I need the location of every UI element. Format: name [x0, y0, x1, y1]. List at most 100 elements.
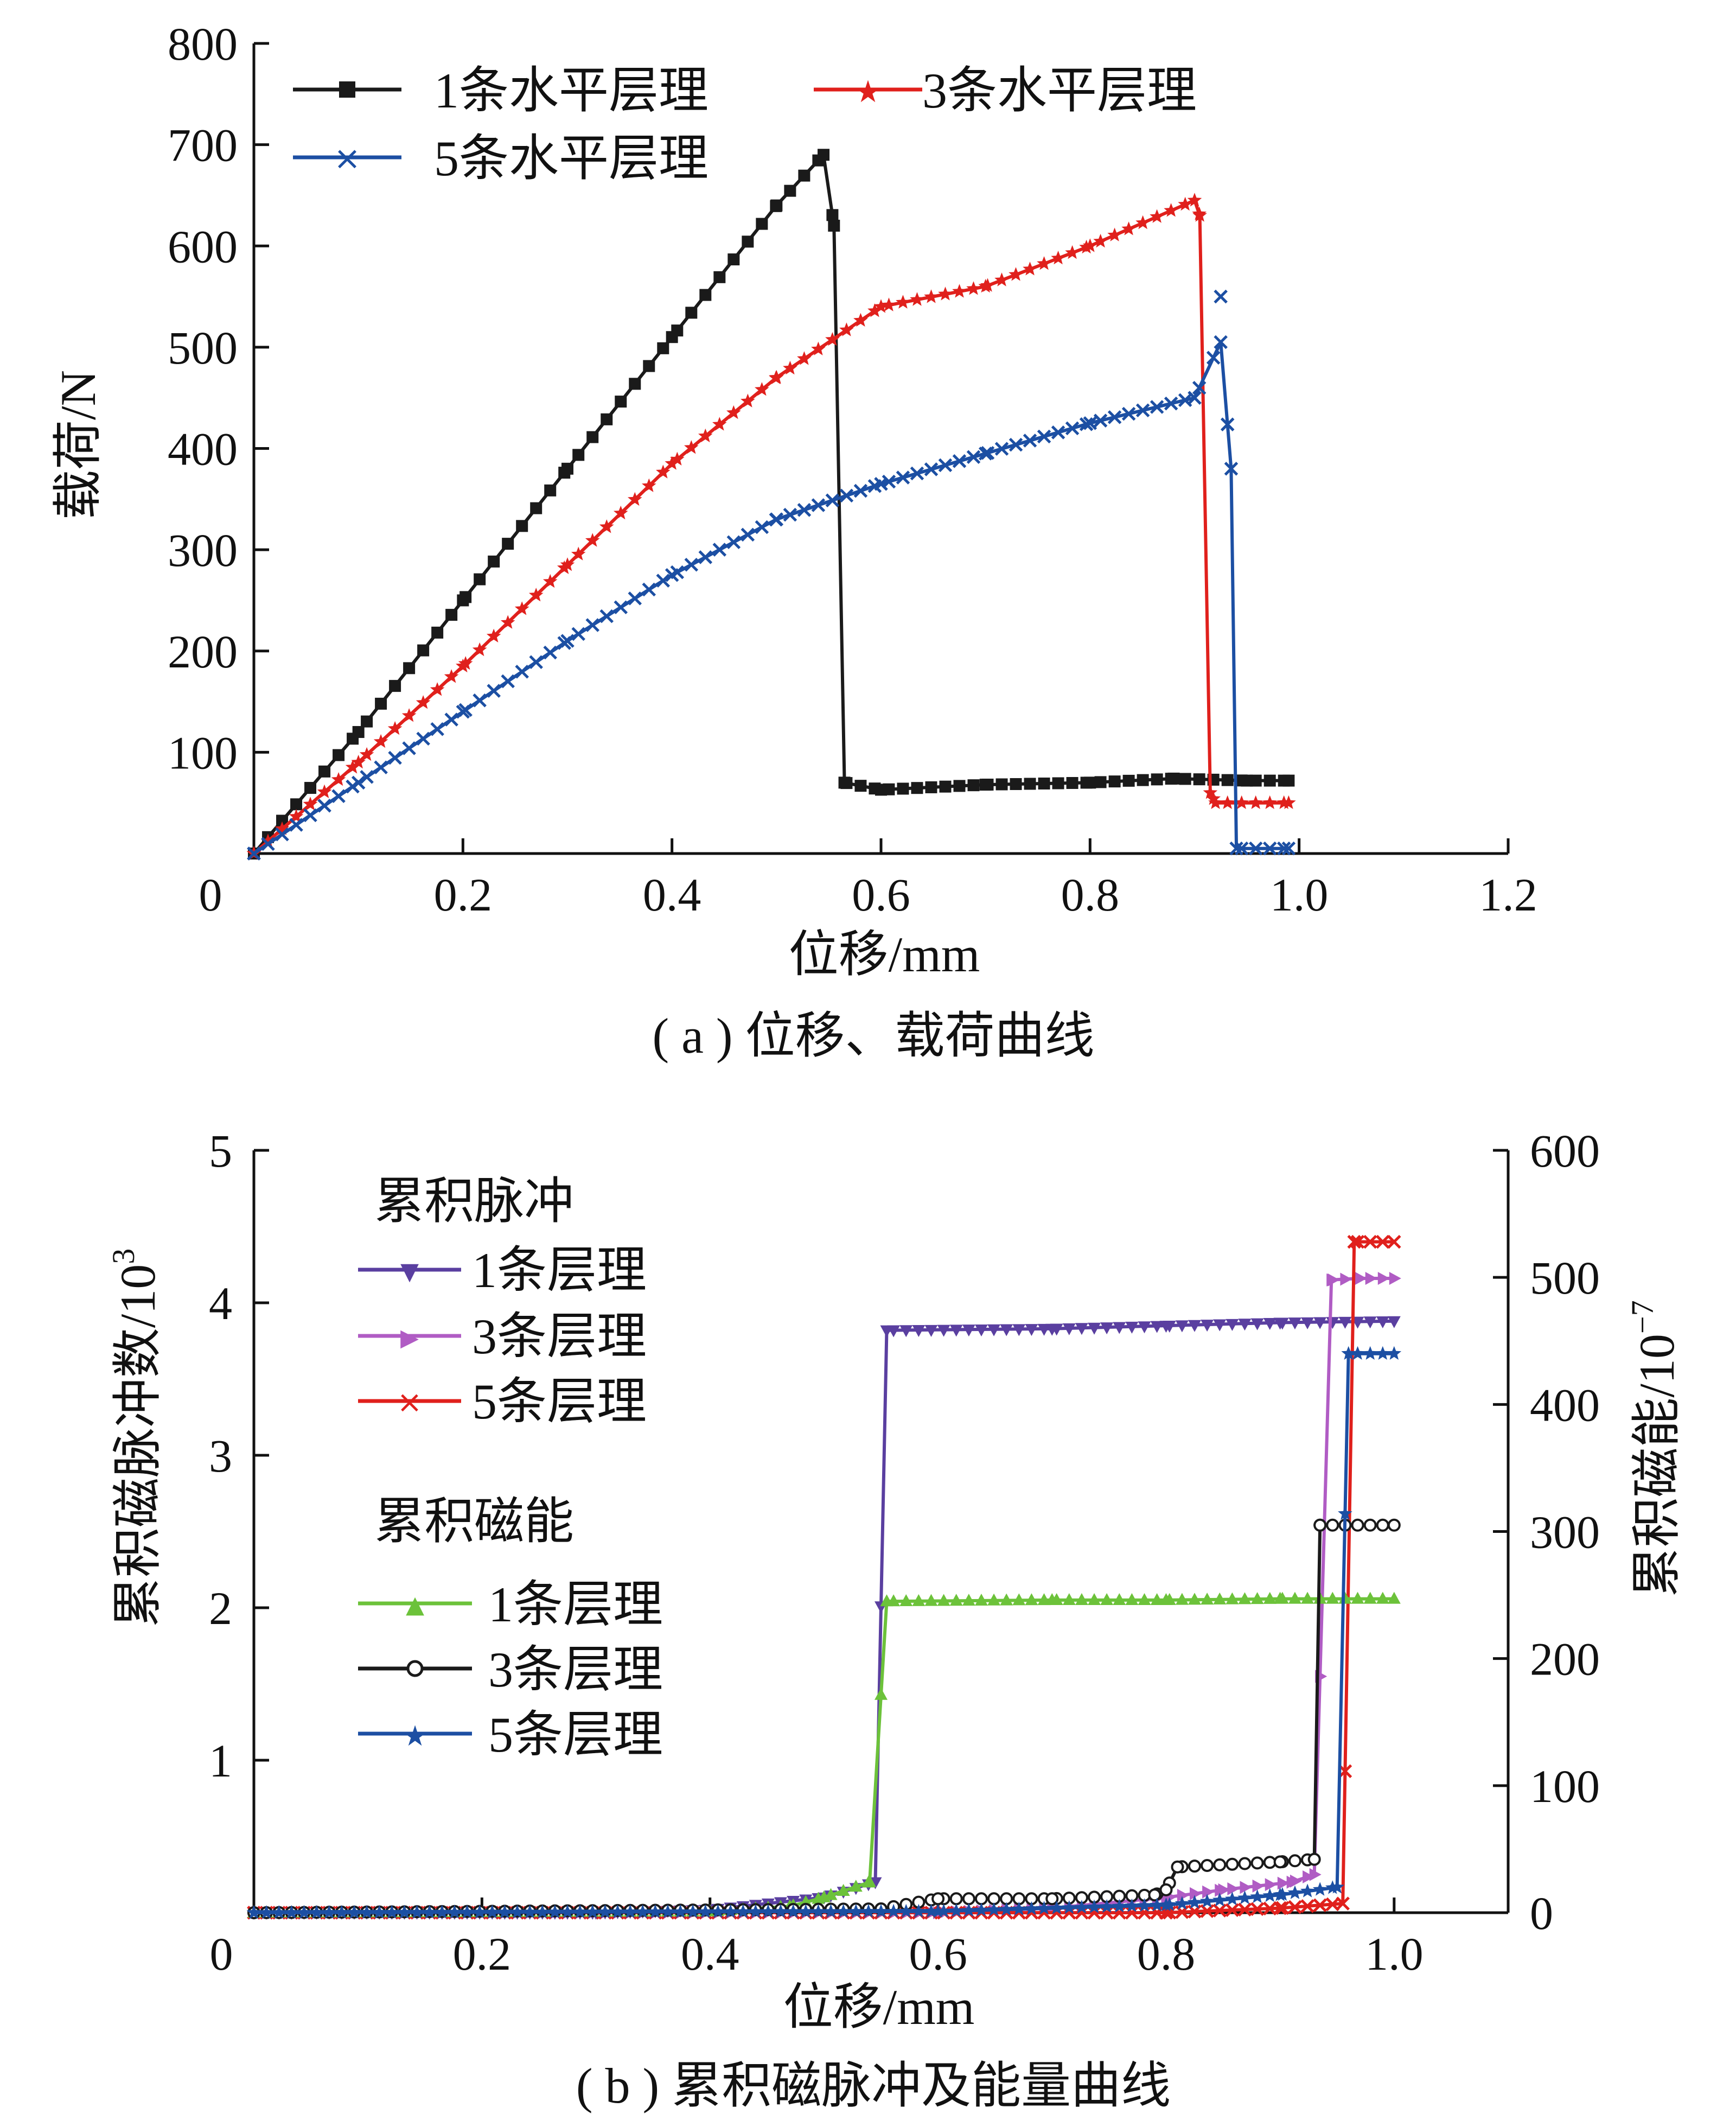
data-point	[896, 295, 910, 308]
data-point	[1227, 1882, 1239, 1895]
series-line	[254, 1525, 1394, 1913]
right-y-tick-label: 500	[1530, 1252, 1600, 1304]
data-point	[1377, 1520, 1388, 1531]
x-tick-label: 0.2	[434, 869, 493, 921]
data-point	[572, 628, 584, 640]
data-point	[1107, 228, 1122, 241]
data-point	[1037, 256, 1051, 270]
chart-b: 0 0.2 0.4 0.6 0.8 1.0543216005004003002001000…	[106, 1125, 1684, 2113]
data-point	[1355, 1272, 1367, 1285]
data-point	[516, 666, 528, 678]
data-point	[586, 619, 598, 631]
data-point	[1241, 775, 1253, 787]
data-point	[699, 551, 711, 563]
data-point	[770, 200, 782, 212]
data-point	[1300, 1884, 1315, 1897]
data-point	[1237, 1890, 1252, 1904]
legend-item-1-horizontal-bedding: 1条水平层理	[293, 63, 709, 118]
data-point	[1282, 775, 1294, 787]
data-point	[1309, 1854, 1320, 1865]
data-point	[925, 781, 937, 793]
series-line	[254, 1354, 1394, 1913]
svg-text:▼: ▼	[400, 1258, 419, 1285]
data-point	[1252, 1857, 1263, 1868]
data-point	[1264, 775, 1276, 787]
right-y-tick-label: 200	[1530, 1633, 1600, 1685]
data-point	[875, 784, 887, 795]
data-point	[361, 716, 373, 728]
data-point	[1262, 1888, 1277, 1902]
legend-label: 5条层理	[488, 1707, 663, 1762]
svg-text:★: ★	[854, 75, 882, 109]
data-point	[897, 782, 909, 794]
x-tick-label: 0.4	[643, 869, 701, 921]
data-point	[939, 781, 951, 793]
data-point	[1093, 234, 1108, 247]
data-point	[1253, 1880, 1265, 1893]
data-point	[544, 485, 556, 496]
left-y-tick-label: 5	[209, 1125, 232, 1177]
data-point	[713, 544, 725, 556]
y-tick-label: 200	[168, 626, 238, 678]
data-point	[1313, 1882, 1327, 1895]
data-point	[685, 559, 697, 571]
data-point	[629, 593, 641, 604]
legend-item-energy-1: ▲ 1条层理	[358, 1577, 663, 1632]
data-point	[601, 413, 612, 425]
legend-label: 1条水平层理	[434, 63, 709, 118]
y-tick-label: 600	[168, 220, 238, 272]
data-point	[1222, 774, 1234, 786]
chart-b-ticks: 0 0.2 0.4 0.6 0.8 1.0543216005004003002001000	[209, 1125, 1600, 1980]
chart-a-caption: ( a ) 位移、载荷曲线	[652, 1008, 1094, 1064]
data-point	[601, 610, 612, 622]
data-point	[911, 782, 923, 794]
series-line	[254, 1242, 1394, 1913]
chart-b-x-axis-label: 位移/mm	[783, 1979, 975, 2035]
data-point	[474, 695, 486, 706]
data-point	[1378, 1272, 1390, 1285]
data-point	[353, 726, 365, 738]
data-point	[657, 342, 669, 354]
series-line	[254, 1321, 1394, 1913]
data-point	[403, 742, 415, 754]
data-point	[445, 609, 457, 621]
figure-canvas: 0 0.2 0.4 0.6 0.8 1.0 1.2800700600500400300200…	[0, 0, 1736, 2114]
data-point	[502, 538, 514, 550]
left-y-tick-label: 4	[209, 1277, 232, 1329]
legend-group-title-energy: 累积磁能	[374, 1494, 574, 1549]
legend-item-3-horizontal-bedding: ★ 3条水平层理	[814, 63, 1197, 118]
data-point	[1023, 262, 1037, 275]
data-point	[1010, 778, 1022, 790]
data-point	[952, 284, 967, 297]
data-point	[666, 331, 678, 343]
data-point	[1340, 1273, 1352, 1286]
data-point	[1352, 1520, 1363, 1531]
data-point	[615, 396, 627, 407]
data-point	[290, 798, 302, 810]
data-point	[1194, 773, 1205, 785]
chart-b-legend: 累积脉冲 ▼ 1条层理 ▶ 3条层理 × 5条层理 累积磁能 ▲ 1条层理	[358, 1174, 663, 1762]
data-point	[1150, 209, 1164, 223]
data-point	[1084, 776, 1096, 788]
x-tick-label: 0.8	[1137, 1928, 1196, 1980]
data-point	[727, 253, 739, 265]
data-point	[544, 647, 556, 659]
data-point	[1208, 352, 1220, 364]
chart-a: 0 0.2 0.4 0.6 0.8 1.0 1.2800700600500400300200…	[50, 18, 1537, 1064]
data-point	[1065, 245, 1080, 259]
data-point	[875, 1688, 888, 1700]
data-point	[839, 776, 851, 788]
series-累积磁能 3条层理	[248, 1520, 1400, 1918]
data-point	[417, 733, 429, 744]
data-point	[1365, 1272, 1377, 1285]
legend-label: 3条水平层理	[922, 63, 1197, 118]
data-point	[445, 714, 457, 725]
chart-b-right-y-axis-label: 累积磁能/10−7	[1625, 1300, 1684, 1597]
data-point	[375, 698, 387, 710]
data-point	[375, 761, 387, 773]
data-point	[854, 780, 866, 792]
legend-label: 5条层理	[472, 1374, 647, 1429]
x-tick-label: 0.2	[453, 1928, 512, 1980]
data-point	[924, 289, 939, 303]
x-tick-label: 0.6	[852, 869, 910, 921]
